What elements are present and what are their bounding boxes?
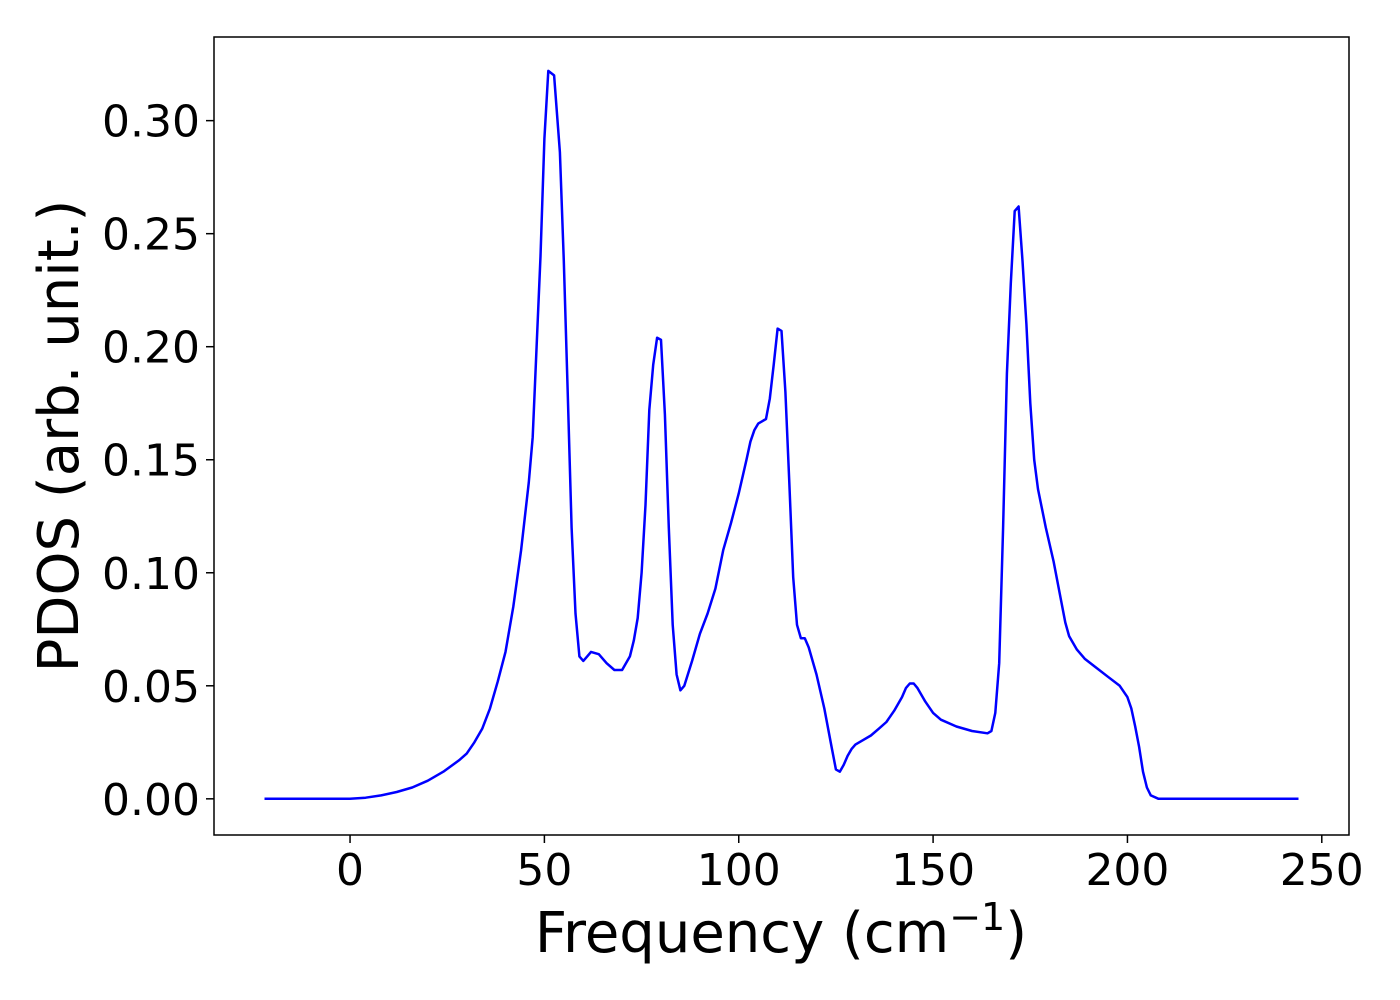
y-axis-ticks: 0.00 0.05 0.10 0.15 0.20 0.25 0.30 bbox=[102, 97, 214, 826]
x-tick-label: 50 bbox=[516, 845, 572, 896]
y-tick-label: 0.25 bbox=[102, 210, 200, 261]
y-tick-label: 0.15 bbox=[102, 436, 200, 487]
x-axis-ticks: 0 50 100 150 200 250 bbox=[336, 835, 1364, 896]
y-tick-label: 0.30 bbox=[102, 97, 200, 148]
x-axis-label: Frequency (cm−1) bbox=[535, 895, 1027, 966]
y-tick-label: 0.00 bbox=[102, 775, 200, 826]
x-tick-label: 250 bbox=[1280, 845, 1364, 896]
x-tick-label: 200 bbox=[1085, 845, 1169, 896]
series-layer bbox=[264, 69, 1299, 801]
y-axis-label: PDOS (arb. unit.) bbox=[27, 200, 92, 673]
x-tick-label: 100 bbox=[697, 845, 781, 896]
y-tick-label: 0.10 bbox=[102, 549, 200, 600]
x-tick-label: 0 bbox=[336, 845, 364, 896]
plot-area bbox=[213, 36, 1350, 836]
y-tick-label: 0.20 bbox=[102, 323, 200, 374]
y-tick-label: 0.05 bbox=[102, 662, 200, 713]
x-tick-label: 150 bbox=[891, 845, 975, 896]
pdos-series-line bbox=[264, 69, 1299, 801]
